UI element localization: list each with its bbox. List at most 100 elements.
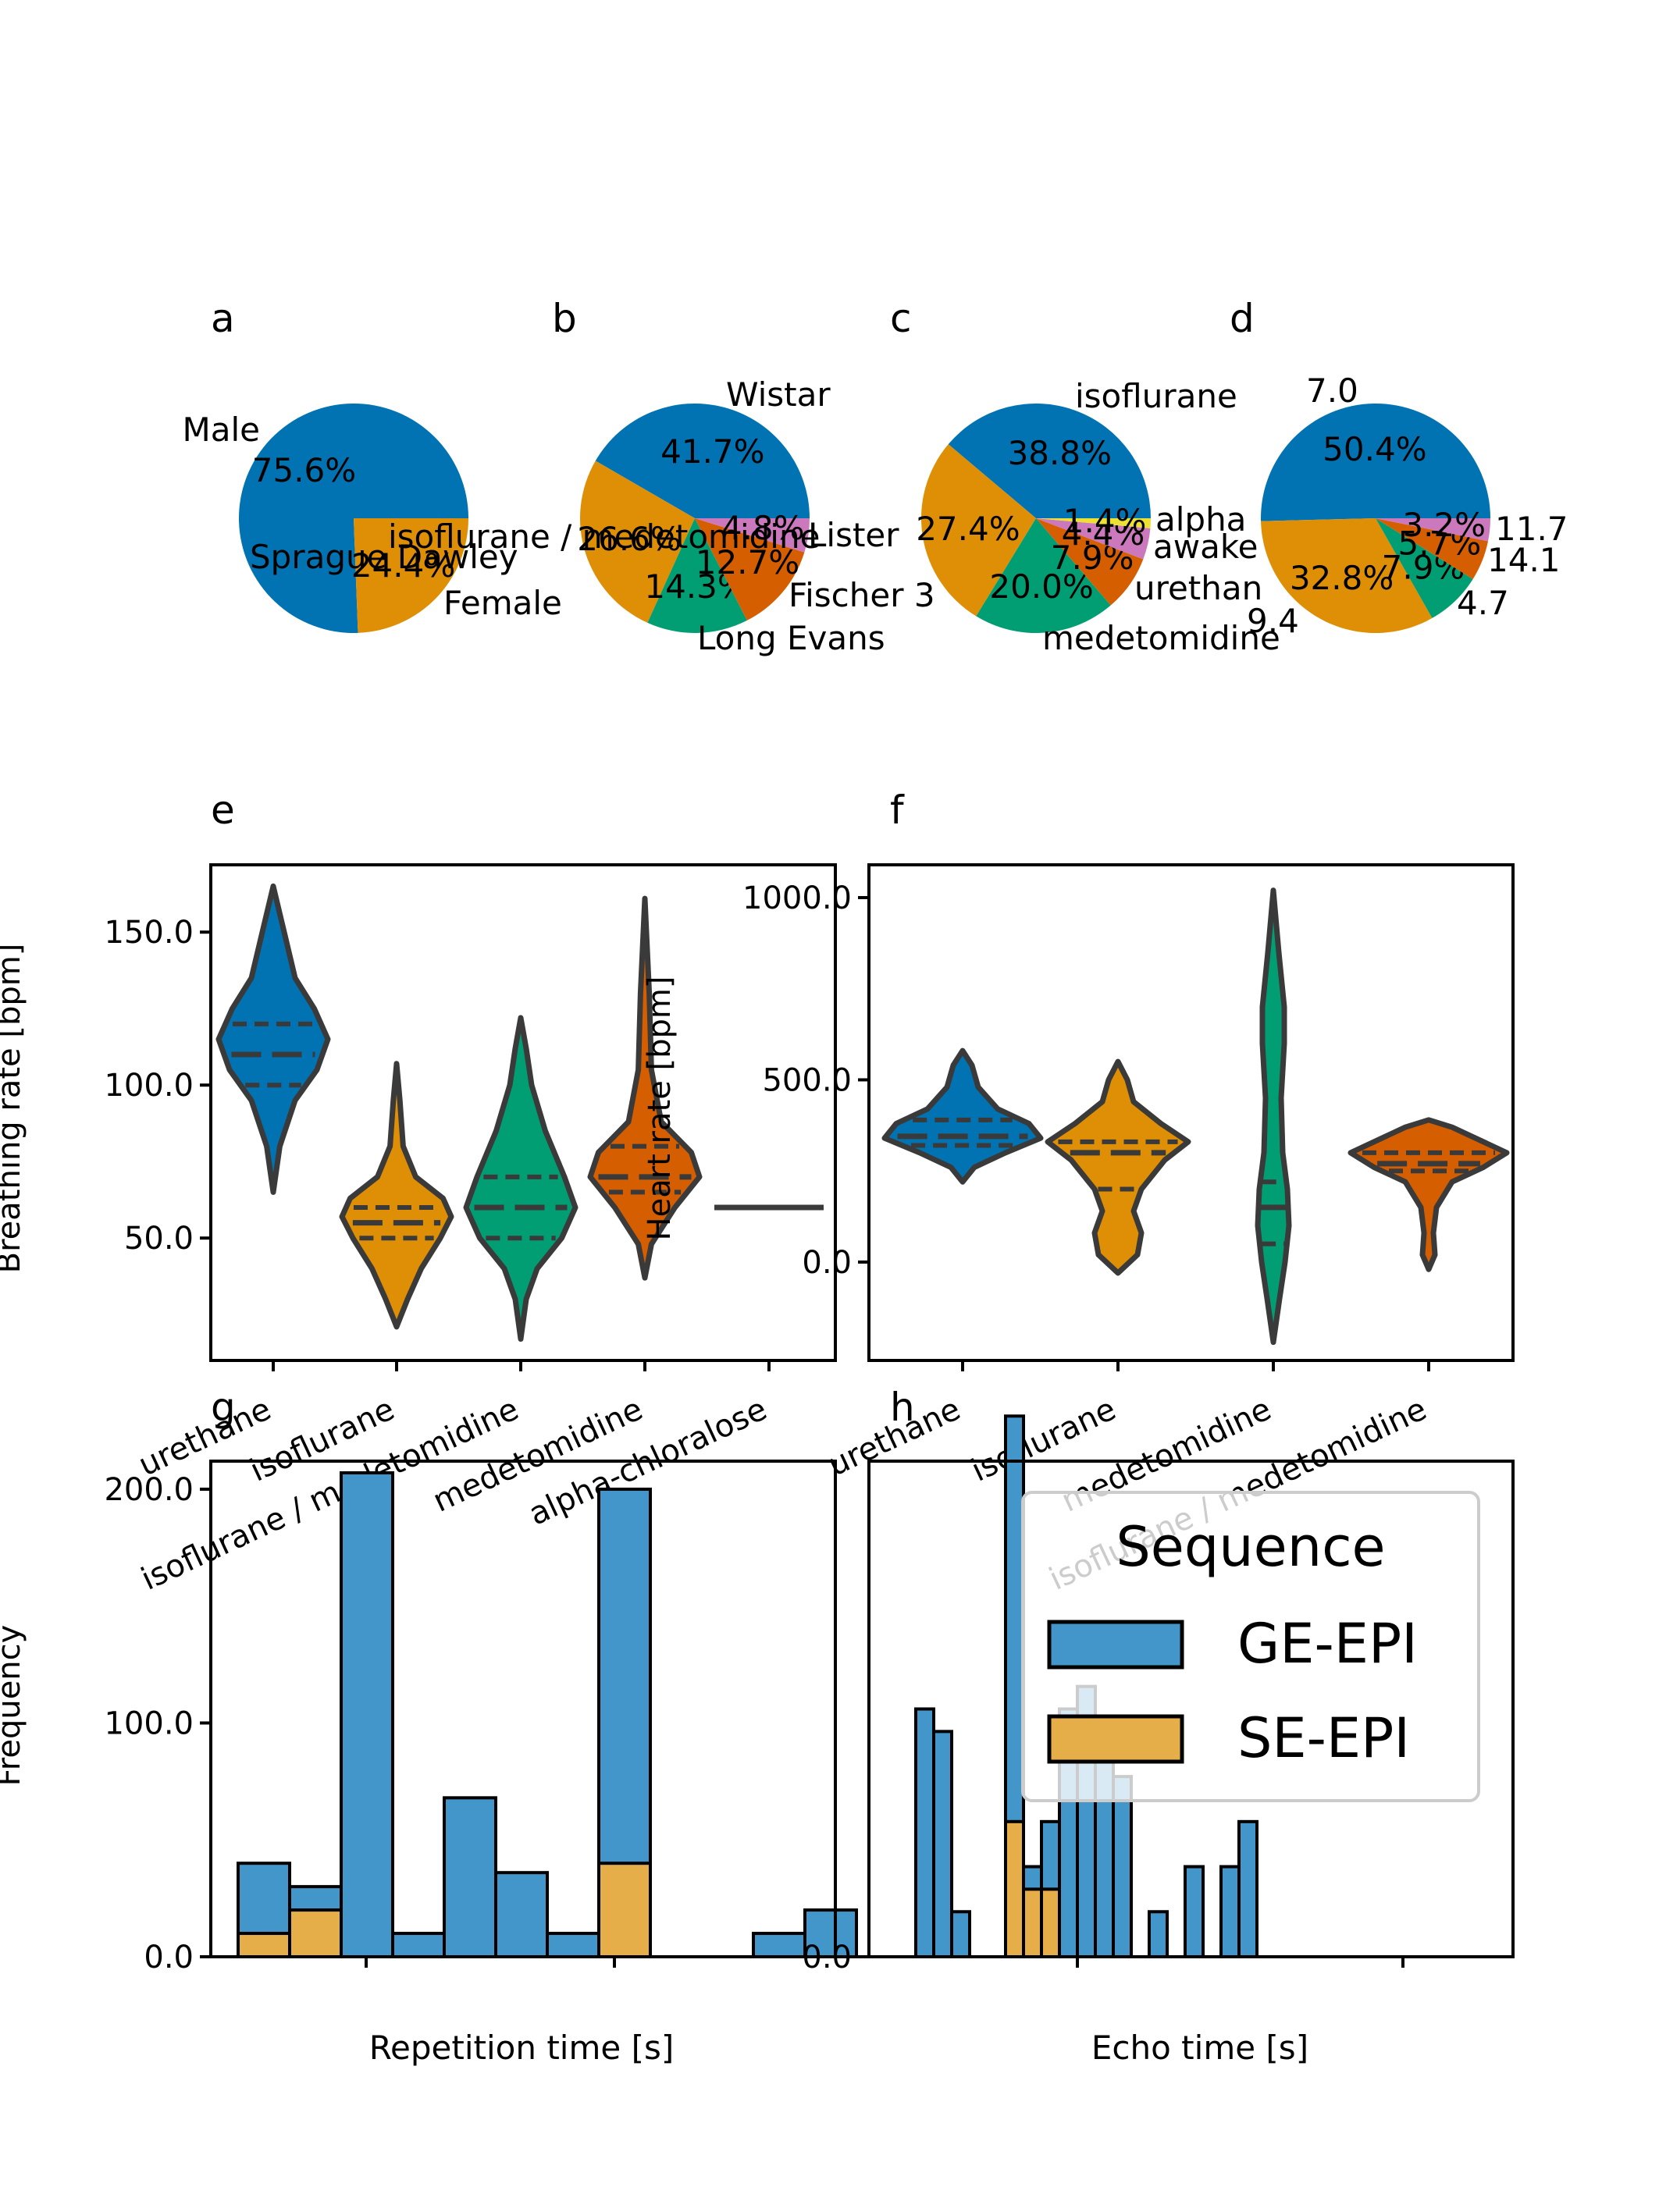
ylabel-e: Breathing rate [bpm] [0,944,27,1274]
bar-h-ge-0 [914,1707,935,1958]
pie-b-pct-label-4: 4.8% [721,509,805,547]
legend-sequence: Sequence GE-EPI SE-EPI [1021,1491,1480,1802]
pie-c-slice-5 [1036,518,1151,528]
axes-frame-f [867,863,1515,1362]
violin-series-e [215,883,824,1342]
ytick-label-e-1: 100.0 [104,1068,194,1104]
pie-d-slice-2 [1376,518,1473,618]
bar-h-ge-15 [1184,1865,1205,1958]
y-ticks-g: 0.0 100.0 200.0 [104,1472,211,1976]
violin-e-2 [463,1015,579,1342]
pie-a-slice-1 [354,518,468,633]
pie-b-pct-label-0: 41.7% [660,432,764,471]
pie-d-pct-label-1: 32.8% [1290,559,1394,597]
bar-g-se-0 [237,1932,291,1958]
y-ticks-e: 50.0 100.0 150.0 [104,915,211,1257]
y-ticks-h: 0.0 [802,1940,869,1976]
bars-h [914,1414,1258,1959]
panel-letter-c: c [890,296,912,341]
pie-d-slice-4 [1376,518,1490,542]
pie-b-slice-2 [647,518,747,634]
pie-c-pct-label-0: 38.8% [1008,434,1112,472]
violin-f-1 [1045,1058,1191,1276]
pie-c-label-awake: awake [1153,528,1258,566]
x-tick-labels-e: urethane isoflurane isoflurane / medetom… [134,1391,773,1597]
violin-f-2 [1255,887,1292,1346]
pie-b-slice-4 [695,518,810,553]
pie-a-pct-label-1: 24.4% [351,546,455,585]
pie-b-label-fischer: Fischer 3 [789,576,935,614]
ytick-label-f-1: 500.0 [762,1062,852,1098]
pie-d-pct-label-4: 3.2% [1402,506,1486,544]
bar-h-ge-1 [932,1730,953,1958]
violin-chart-breathing-rate: 50.0 100.0 150.0 urethane isoflurane isofl… [0,863,837,1598]
pie-b-label-lister: Lister [808,516,899,554]
histogram-echo-time: 0.0 Echo time [s] Sequence GE-EPI SE-EPI [802,1414,1515,2067]
ytick-label-g-2: 200.0 [104,1472,194,1508]
bar-h-ge-13 [1148,1910,1169,1958]
pie-b-pct-label-3: 12.7% [696,543,799,581]
pie-a-slice-0 [238,404,468,633]
panel-letter-d: d [1230,296,1255,341]
bar-g-ge-4 [443,1796,497,1959]
bars-g [237,1471,858,1959]
pie-d-label-9: 9.4 [1247,602,1299,640]
pie-b-label-wistar: Wistar [726,375,831,414]
pie-c-label-isoflurane: isoflurane [1075,377,1237,415]
pie-c-pct-label-5: 1.4% [1063,502,1147,540]
pie-d-slice-3 [1376,518,1489,579]
pie-a-labels: Male Sprague Dawley Female [183,411,562,622]
pie-d-label-11: 11.7 [1495,510,1568,548]
bar-h-ge-17 [1219,1865,1241,1958]
bar-h-ge-11 [1112,1775,1133,1958]
pie-d-slice-0 [1261,404,1490,521]
pie-c-label-alpha: alpha [1155,500,1246,539]
ytick-label-e-0: 50.0 [124,1221,194,1257]
pie-c-slice-3 [1036,518,1144,606]
x-ticks-f [961,1360,1430,1371]
pie-c-labels: isoflurane alpha awake urethan medetomid… [1042,377,1280,657]
bar-g-ge-10 [752,1932,806,1958]
bar-h-ge-2 [950,1910,971,1958]
pie-c-slice-4 [1036,518,1151,560]
pie-b-label-isoflurane-medetomidine: isoflurane / medetomidine [388,517,820,556]
pie-a-label-male: Male [183,411,260,449]
pie-d-slice-1 [1261,518,1433,633]
pie-d-label-4: 4.7 [1457,584,1509,622]
violin-f-3 [1347,1117,1510,1272]
bar-g-se-1 [288,1908,343,1958]
bar-g-se-7 [597,1862,652,1959]
axes-frame-g [209,1460,837,1958]
pie-b-slice-1 [580,461,695,623]
violin-series-f [881,887,1510,1346]
pie-c-slice-1 [921,444,1036,617]
pie-d-label-7: 7.0 [1306,372,1358,410]
pie-c-pct-label-2: 20.0% [989,567,1093,606]
xlabel-h: Echo time [s] [1091,2029,1308,2067]
panel-letter-b: b [552,296,577,341]
pie-chart-a: 75.6% 24.4% [238,404,468,633]
bar-g-ge-5 [494,1871,549,1959]
pie-c-label-urethan: urethan [1134,569,1262,607]
bar-g-ge-2 [340,1471,394,1958]
pie-chart-b: 41.7%26.6%14.3%12.7%4.8% [577,404,810,634]
xlabel-g: Repetition time [s] [369,2029,674,2067]
pie-c-slice-2 [976,518,1111,633]
bar-h-se-7 [1040,1887,1061,1959]
panel-letter-h: h [890,1385,915,1430]
legend-swatch-se-epi [1047,1714,1184,1764]
bar-g-ge-11 [803,1908,858,1958]
axes-frame-h [867,1460,1515,1958]
panel-letter-g: g [211,1385,236,1430]
pie-c-slice-0 [948,404,1151,518]
y-ticks-f: 0.0 500.0 1000.0 [742,880,869,1281]
pie-c-label-medetomidine: medetomidine [1042,619,1280,657]
bar-g-ge-3 [391,1932,446,1958]
violin-e-3 [587,895,703,1281]
ytick-label-h-0: 0.0 [802,1940,852,1976]
legend-title: Sequence [1116,1515,1385,1579]
pie-b-slice-3 [695,518,805,621]
panel-letter-e: e [211,788,235,833]
legend-label-se-epi: SE-EPI [1237,1706,1410,1770]
